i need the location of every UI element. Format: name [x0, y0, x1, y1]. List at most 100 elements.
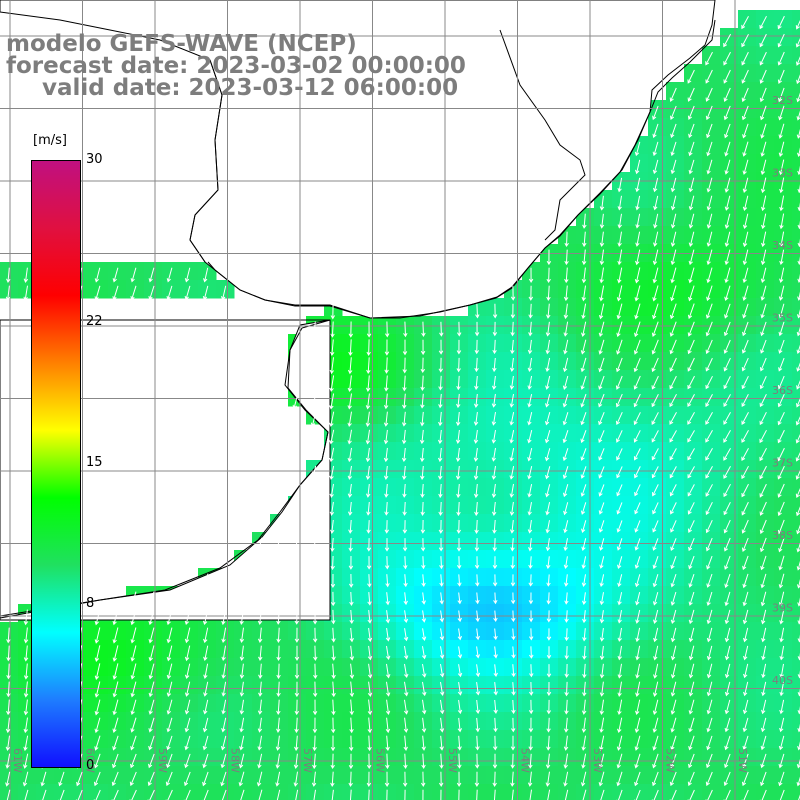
wind-cell — [792, 46, 800, 65]
wind-arrow — [510, 556, 516, 570]
wind-arrow — [759, 51, 767, 66]
wind-arrow — [580, 502, 587, 515]
wind-arrow — [705, 105, 713, 121]
wind-arrow — [598, 393, 605, 408]
wind-arrow — [777, 15, 785, 30]
wind-arrow — [312, 717, 318, 734]
wind-arrow — [403, 717, 409, 733]
wind-arrow — [474, 556, 480, 570]
wind-arrow — [741, 412, 749, 425]
wind-arrow — [598, 339, 605, 355]
wind-arrow — [166, 627, 173, 644]
wind-arrow — [257, 573, 263, 589]
wind-arrow — [331, 681, 336, 698]
wind-arrow — [651, 321, 659, 338]
wind-arrow — [563, 303, 569, 320]
wind-arrow — [40, 771, 47, 787]
wind-arrow — [778, 735, 785, 751]
wind-arrow — [598, 430, 605, 444]
wind-arrow — [166, 285, 173, 301]
wind-arrow — [456, 519, 462, 534]
wind-arrow — [779, 717, 785, 733]
wind-arrow — [598, 520, 605, 533]
wind-arrow — [437, 447, 443, 463]
wind-arrow — [759, 501, 767, 516]
wind-arrow — [401, 411, 407, 427]
wind-arrow — [724, 195, 731, 211]
wind-cell — [792, 406, 800, 425]
wind-arrow — [347, 465, 353, 480]
wind-arrow — [688, 699, 695, 715]
wind-cell — [792, 766, 800, 785]
wind-arrow — [670, 159, 677, 175]
wind-arrow — [275, 555, 280, 571]
wind-cell — [792, 388, 800, 407]
wind-arrow — [563, 520, 569, 534]
wind-arrow — [439, 628, 445, 641]
wind-arrow — [130, 699, 137, 716]
wind-arrow — [563, 753, 568, 769]
wind-arrow — [545, 321, 551, 337]
wind-arrow — [741, 357, 749, 372]
wind-arrow — [330, 555, 335, 571]
wind-arrow — [777, 519, 785, 535]
wind-arrow — [148, 735, 155, 751]
wind-arrow — [741, 447, 749, 462]
wind-arrow — [184, 771, 191, 787]
wind-arrow — [112, 609, 119, 626]
wind-arrow — [112, 699, 119, 716]
wind-arrow — [669, 393, 677, 408]
wind-arrow — [670, 573, 677, 588]
wind-arrow — [23, 645, 29, 662]
wind-arrow — [58, 771, 65, 787]
wind-arrow — [165, 771, 173, 787]
wind-arrow — [580, 375, 587, 390]
wind-arrow — [724, 663, 731, 679]
wind-arrow — [778, 303, 785, 319]
wind-arrow — [687, 303, 695, 320]
wind-arrow — [112, 753, 119, 769]
wind-arrow — [94, 717, 101, 734]
wind-arrow — [492, 771, 497, 787]
wind-arrow — [652, 484, 659, 497]
wind-arrow — [741, 465, 749, 480]
colorbar-tick-label: 30 — [86, 152, 103, 167]
wind-arrow — [421, 321, 426, 337]
wind-arrow — [491, 393, 497, 408]
wind-arrow — [238, 753, 245, 769]
wind-arrow — [779, 627, 785, 643]
wind-arrow — [383, 393, 389, 410]
wind-arrow — [616, 466, 623, 479]
wind-arrow — [403, 628, 409, 642]
wind-arrow — [599, 717, 605, 733]
wind-arrow — [456, 357, 461, 373]
wind-arrow — [493, 664, 498, 678]
wind-cell — [792, 352, 800, 371]
wind-arrow — [420, 393, 425, 409]
wind-arrow — [723, 430, 731, 443]
wind-arrow — [777, 447, 785, 462]
wind-arrow — [563, 556, 569, 570]
wind-arrow — [421, 753, 426, 769]
wind-arrow — [455, 447, 461, 462]
wind-arrow — [130, 645, 137, 662]
longitude-labels: 61W60W59W58W57W56W55W54W53W52W51W50W49W — [11, 748, 749, 773]
wind-arrow — [402, 339, 408, 356]
wind-arrow — [563, 502, 569, 516]
wind-arrow — [366, 771, 372, 787]
wind-arrow — [457, 628, 463, 641]
wind-arrow — [402, 483, 407, 498]
wind-arrow — [94, 267, 101, 283]
wind-arrow — [404, 681, 409, 697]
wind-arrow — [670, 609, 677, 625]
wind-arrow — [220, 771, 227, 787]
wind-arrow — [311, 771, 317, 787]
wind-arrow — [599, 556, 605, 569]
wind-arrow — [547, 789, 551, 800]
wind-arrow — [653, 177, 659, 193]
latitude-label: 39S — [772, 602, 793, 615]
wind-arrow — [404, 789, 406, 800]
wind-cell — [792, 154, 800, 173]
wind-arrow — [581, 592, 587, 605]
wind-arrow — [347, 483, 353, 498]
